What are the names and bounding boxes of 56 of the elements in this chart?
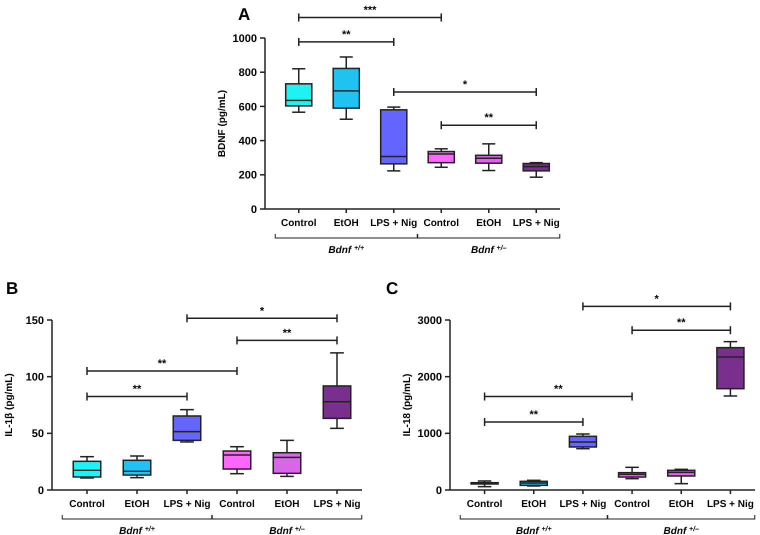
x-tick-label: LPS + Nig — [559, 499, 606, 510]
x-tick-label: EtOH — [521, 499, 546, 510]
x-tick-label: Control — [423, 218, 460, 229]
y-tick-label: 0 — [38, 484, 44, 497]
x-tick-label: Control — [219, 499, 255, 510]
y-tick-label: 400 — [238, 135, 257, 148]
chart-title: B — [6, 279, 18, 298]
y-tick-label: 3000 — [418, 314, 442, 327]
x-tick-label: Control — [466, 499, 503, 510]
annotation: ** — [676, 317, 686, 330]
y-tick-label: 150 — [26, 314, 44, 327]
x-tick-label: LPS + Nig — [164, 499, 210, 510]
x-tick-label: Control — [69, 499, 105, 510]
x-tick-label: LPS + Nig — [370, 218, 418, 229]
text: Bdnf $^{+/+}$ — [516, 524, 552, 535]
x-tick-label: EtOH — [334, 218, 359, 229]
text: Bdnf $^{+/+}$ — [119, 524, 155, 535]
y-tick-label: 600 — [238, 101, 257, 114]
x-tick-label: Control — [280, 218, 317, 229]
annotation: * — [462, 79, 468, 92]
x-tick-label: LPS + Nig — [706, 499, 754, 510]
text: * — [654, 293, 660, 306]
x-tick-label: EtOH — [668, 499, 694, 510]
x-tick-label: EtOH — [476, 218, 502, 229]
annotation: ** — [158, 358, 167, 370]
y-tick-label: 2000 — [418, 372, 442, 384]
annotation: ** — [554, 384, 564, 396]
text: *** — [364, 4, 378, 16]
text: * — [260, 305, 265, 318]
y-tick-label: 1000 — [232, 32, 257, 45]
x-tick-label: LPS + Nig — [314, 499, 360, 510]
y-tick-label: 800 — [238, 67, 257, 80]
x-tick-label: EtOH — [124, 499, 150, 510]
y-tick-label: 0 — [436, 484, 442, 497]
x-tick-label: Control — [614, 499, 650, 510]
x-tick-label: EtOH — [274, 499, 300, 510]
x-tick-label: LPS + Nig — [512, 218, 560, 229]
y-axis-title: IL-1β (pg/mL) — [4, 373, 15, 437]
annotation: ** — [132, 384, 142, 396]
annotation: ** — [282, 327, 292, 340]
y-tick-label: 100 — [26, 372, 44, 384]
annotation: ** — [529, 409, 539, 421]
text: Bdnf $^{+/–}$ — [471, 244, 507, 256]
y-axis-title: BDNF (pg/mL) — [217, 90, 228, 158]
text: Bdnf $^{+/–}$ — [664, 524, 700, 535]
y-tick-label: 0 — [250, 204, 257, 216]
text: Bdnf $^{+/–}$ — [269, 524, 305, 535]
chart-title: C — [386, 279, 398, 298]
y-tick-label: 200 — [238, 170, 257, 182]
y-tick-label: 1000 — [418, 428, 442, 440]
annotation: ** — [484, 112, 494, 124]
y-tick-label: 50 — [32, 428, 44, 440]
text: Bdnf $^{+/+}$ — [328, 244, 364, 256]
chart-title: A — [238, 5, 250, 24]
y-axis-title: IL-18 (pg/mL) — [402, 374, 413, 436]
annotation: ** — [342, 28, 352, 41]
